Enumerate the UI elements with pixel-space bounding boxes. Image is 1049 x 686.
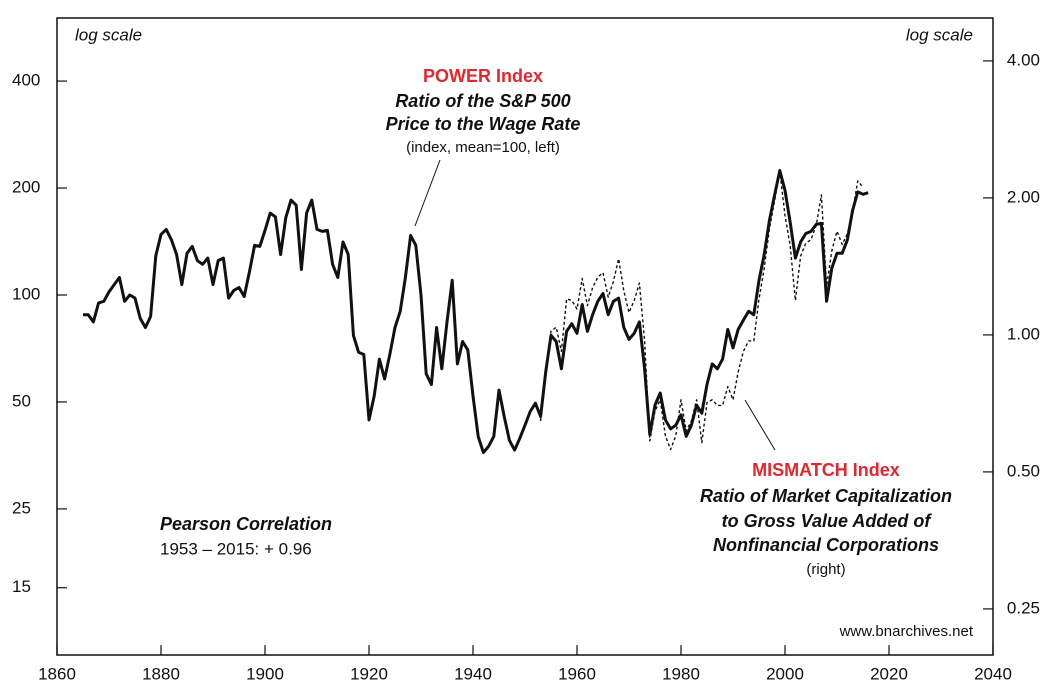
series-line: [83, 169, 869, 455]
y2-tick-label: 1.00: [1007, 324, 1040, 343]
plot-frame: [56, 17, 994, 656]
x-tick-label: 1920: [350, 664, 388, 683]
x-tick-label: 2000: [766, 664, 804, 683]
annotation: MISMATCH Index: [752, 460, 900, 480]
annotation: Nonfinancial Corporations: [713, 535, 939, 555]
x-tick-label: 2020: [870, 664, 908, 683]
x-tick-label: 1980: [662, 664, 700, 683]
x-tick-label: 2040: [974, 664, 1012, 683]
annotation: Pearson Correlation: [160, 514, 332, 534]
y2-tick-label: 2.00: [1007, 187, 1040, 206]
y-tick-label: 15: [12, 577, 31, 596]
y2-axis-note: log scale: [906, 25, 973, 44]
x-tick-label: 1960: [558, 664, 596, 683]
y2-tick-label: 0.50: [1007, 461, 1040, 480]
annotation: (index, mean=100, left): [406, 139, 560, 156]
y2-tick-label: 4.00: [1007, 50, 1040, 69]
annotation: POWER Index: [423, 66, 543, 86]
y-tick-label: 25: [12, 498, 31, 517]
annotation: (right): [806, 561, 845, 578]
annotation: Ratio of the S&P 500: [395, 91, 570, 111]
annotation: Price to the Wage Rate: [386, 114, 581, 134]
y-tick-label: 50: [12, 391, 31, 410]
leader-line: [414, 159, 441, 227]
x-tick-label: 1940: [454, 664, 492, 683]
annotation: Ratio of Market Capitalization: [700, 486, 952, 506]
annotation: to Gross Value Added of: [722, 511, 933, 531]
x-tick-label: 1880: [142, 664, 180, 683]
annotation: 1953 – 2015: + 0.96: [160, 539, 312, 558]
x-tick-label: 1900: [246, 664, 284, 683]
y2-tick-label: 0.25: [1007, 598, 1040, 617]
series-line: [539, 170, 864, 451]
x-tick-label: 1860: [38, 664, 76, 683]
y-tick-label: 400: [12, 71, 40, 90]
source-note: www.bnarchives.net: [839, 623, 974, 640]
y-axis-note: log scale: [75, 25, 142, 44]
y-tick-label: 100: [12, 284, 40, 303]
leader-line: [744, 399, 776, 451]
y-tick-label: 200: [12, 178, 40, 197]
